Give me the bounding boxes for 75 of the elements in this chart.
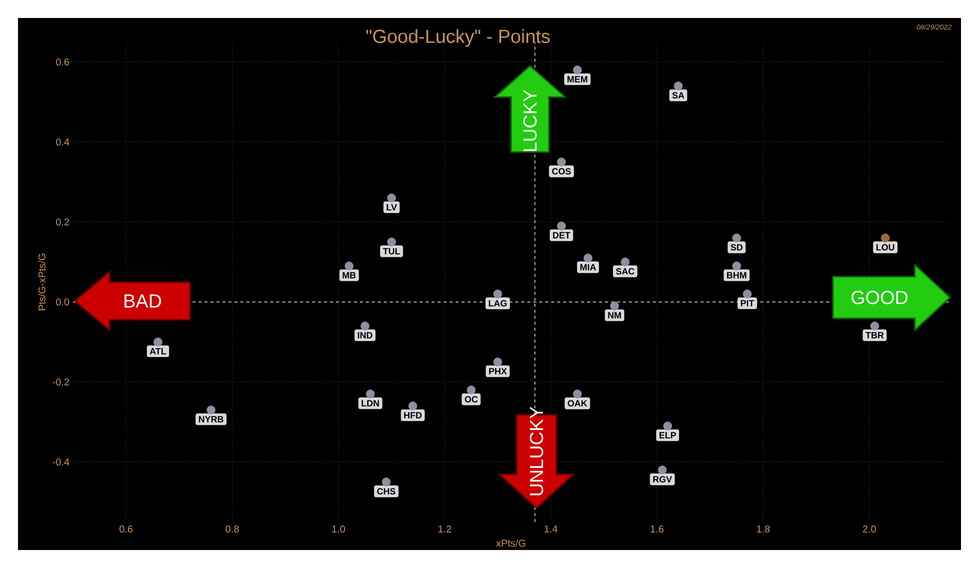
y-axis-title: Pts/G-xPts/G bbox=[38, 254, 46, 310]
y-tick-label: 0.2 bbox=[56, 218, 69, 226]
series-label: MB bbox=[342, 272, 356, 278]
series-label: MIA bbox=[580, 264, 596, 270]
annotation: BAD bbox=[124, 294, 162, 308]
series-label: DET bbox=[553, 232, 570, 238]
point bbox=[584, 254, 592, 262]
x-axis-title: xPts/G bbox=[496, 539, 526, 547]
annotation: LUCKY bbox=[523, 90, 537, 151]
series-label: LAG bbox=[488, 300, 507, 307]
x-tick-label: 0.8 bbox=[226, 526, 239, 533]
series-label: SA bbox=[672, 92, 684, 99]
point bbox=[732, 234, 742, 242]
series-label: LV bbox=[386, 204, 397, 210]
series-label: COS bbox=[552, 168, 571, 175]
point bbox=[366, 390, 375, 398]
series-label: CHS bbox=[377, 488, 396, 495]
point bbox=[674, 82, 683, 90]
point bbox=[732, 262, 742, 270]
point bbox=[742, 290, 752, 298]
series-label: IND bbox=[358, 332, 372, 338]
y-tick-label: 0.4 bbox=[56, 138, 70, 146]
annotation: UNLUCKY bbox=[530, 406, 544, 496]
series-label: MEM bbox=[568, 76, 588, 82]
point bbox=[572, 66, 582, 74]
x-tick-label: 1.2 bbox=[438, 526, 452, 532]
series-label: NYRB bbox=[198, 416, 224, 422]
point bbox=[154, 338, 162, 346]
series-label: ATL bbox=[150, 348, 166, 354]
series-label: PIT bbox=[740, 300, 754, 306]
y-tick-label: 0.0 bbox=[56, 298, 70, 306]
series-label: TBR bbox=[866, 332, 884, 338]
point bbox=[360, 322, 370, 330]
point bbox=[387, 238, 396, 246]
y-tick-label: 0.6 bbox=[56, 58, 70, 66]
point bbox=[493, 358, 502, 366]
series-label: ELP bbox=[660, 432, 676, 438]
point bbox=[382, 478, 391, 486]
series-label: TUL bbox=[382, 248, 400, 254]
point bbox=[493, 290, 502, 298]
point bbox=[870, 322, 880, 330]
series-label: SAC bbox=[616, 268, 634, 275]
x-tick-label: 1.8 bbox=[757, 526, 770, 533]
series-label: LDN bbox=[362, 400, 379, 406]
point bbox=[880, 234, 890, 242]
x-tick-label: 0.6 bbox=[120, 526, 133, 533]
series-label: HFD bbox=[404, 412, 422, 418]
annotation: GOOD bbox=[852, 290, 908, 304]
series-label: OC bbox=[464, 396, 478, 403]
series-label: SD bbox=[730, 244, 742, 251]
series-label: LOU bbox=[876, 244, 894, 251]
point bbox=[408, 402, 418, 410]
point bbox=[206, 406, 216, 414]
x-tick-label: 1.0 bbox=[332, 526, 346, 533]
point bbox=[387, 194, 396, 202]
point bbox=[557, 222, 566, 230]
point bbox=[557, 158, 566, 166]
point bbox=[466, 386, 476, 394]
series-label: BHM bbox=[727, 272, 746, 278]
x-tick-label: 2.0 bbox=[862, 526, 876, 533]
point bbox=[572, 390, 582, 398]
point bbox=[620, 258, 630, 266]
series-label: RGV bbox=[653, 476, 672, 483]
point bbox=[658, 466, 667, 474]
point bbox=[663, 422, 672, 430]
x-tick-label: 1.4 bbox=[544, 526, 558, 532]
y-tick-label: -0.2 bbox=[52, 378, 69, 386]
chart-title: "Good-Lucky" - Points bbox=[366, 29, 550, 47]
series-label: PHX bbox=[489, 368, 507, 374]
y-tick-label: -0.4 bbox=[52, 458, 70, 466]
x-tick-label: 1.6 bbox=[650, 526, 664, 533]
point bbox=[344, 262, 354, 270]
series-label: OAK bbox=[568, 400, 588, 407]
series-label: NM bbox=[608, 312, 621, 318]
point bbox=[610, 302, 619, 310]
